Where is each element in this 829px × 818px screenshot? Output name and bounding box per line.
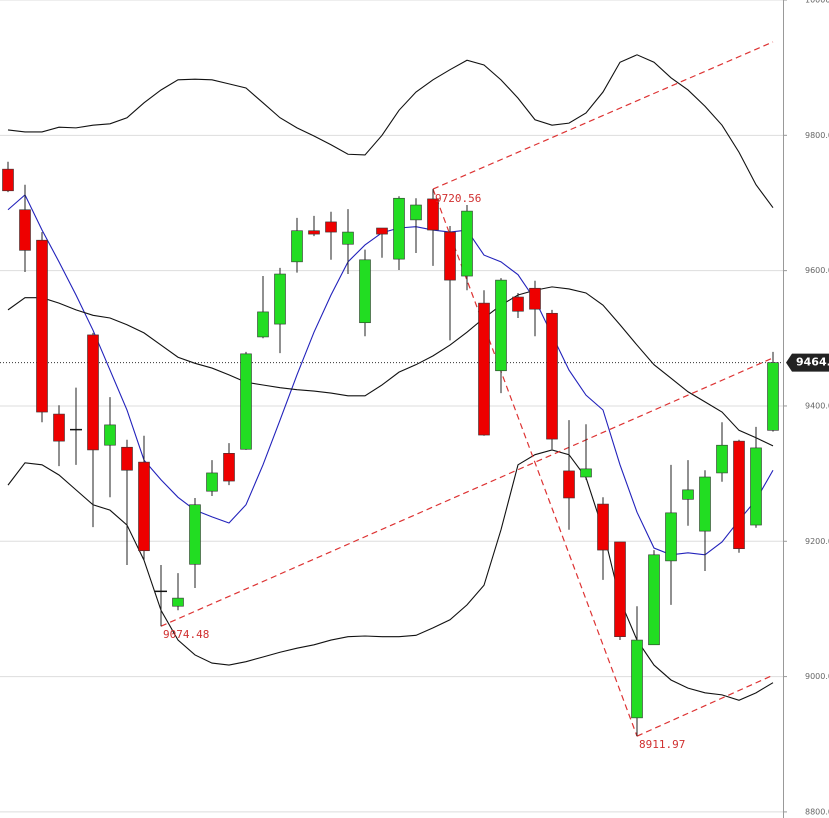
candle-body [546,312,558,440]
candle-body [614,541,626,637]
candle-body [189,504,201,565]
candle-body [580,468,592,478]
candle-body [631,639,643,719]
trend-line [160,357,774,627]
candle-body [427,198,439,231]
candle-body [563,470,575,499]
candle-body [478,302,490,436]
candle-body [393,197,405,260]
candle-body [716,444,728,474]
y-tick-label: 9000.00 [805,672,829,681]
candle-body [308,230,320,235]
candle-body [699,476,711,532]
candle-body [206,472,218,492]
badge-shape [786,353,829,372]
candle-body [665,512,677,562]
annotation: 9720.56 [435,192,481,205]
candle-body [121,446,133,471]
candle-body [274,273,286,325]
candle-body [325,221,337,233]
candle-body [597,503,609,551]
trend-line [636,674,774,737]
candle-body [495,279,507,372]
last-price-badge: 9464. [786,353,829,372]
candle-body [223,453,235,482]
y-tick-label: 8800.00 [805,807,829,816]
candle-body [342,231,354,245]
y-tick-label: 9400.00 [805,401,829,410]
indicator-line [7,54,774,209]
candle-body [240,353,252,450]
candle-body [733,440,745,550]
y-tick-label: 9800.00 [805,131,829,140]
candle-body [291,230,303,263]
candle-body [410,204,422,221]
candle-body [138,461,150,552]
candle-body [257,311,269,338]
candle-body [461,210,473,277]
candle-body [750,447,762,526]
candle-body [53,413,65,442]
candle-body [767,362,779,431]
candle-body [19,209,31,251]
indicator-line [7,449,774,701]
trend-line [432,41,774,190]
candle-body [36,239,48,413]
candle-body [444,231,456,281]
annotation: 8911.97 [639,738,685,751]
indicator-line [7,193,774,556]
candle-body [104,424,116,446]
candle-body [87,334,99,451]
y-tick-label: 9200.00 [805,537,829,546]
candle-body [359,259,371,324]
indicator-line [7,286,774,447]
annotation: 9074.48 [163,628,209,641]
y-tick-label: 10000.00 [805,0,829,5]
last-price-label: 9464. [796,356,829,369]
candle-body [512,296,524,312]
candle-body [682,489,694,500]
candle-body [2,168,14,192]
trend-line [432,188,638,737]
candle-body [376,227,388,235]
candle-body [529,287,541,310]
y-tick-label: 9600.00 [805,266,829,275]
candle-body [172,597,184,607]
candle-body [648,554,660,646]
